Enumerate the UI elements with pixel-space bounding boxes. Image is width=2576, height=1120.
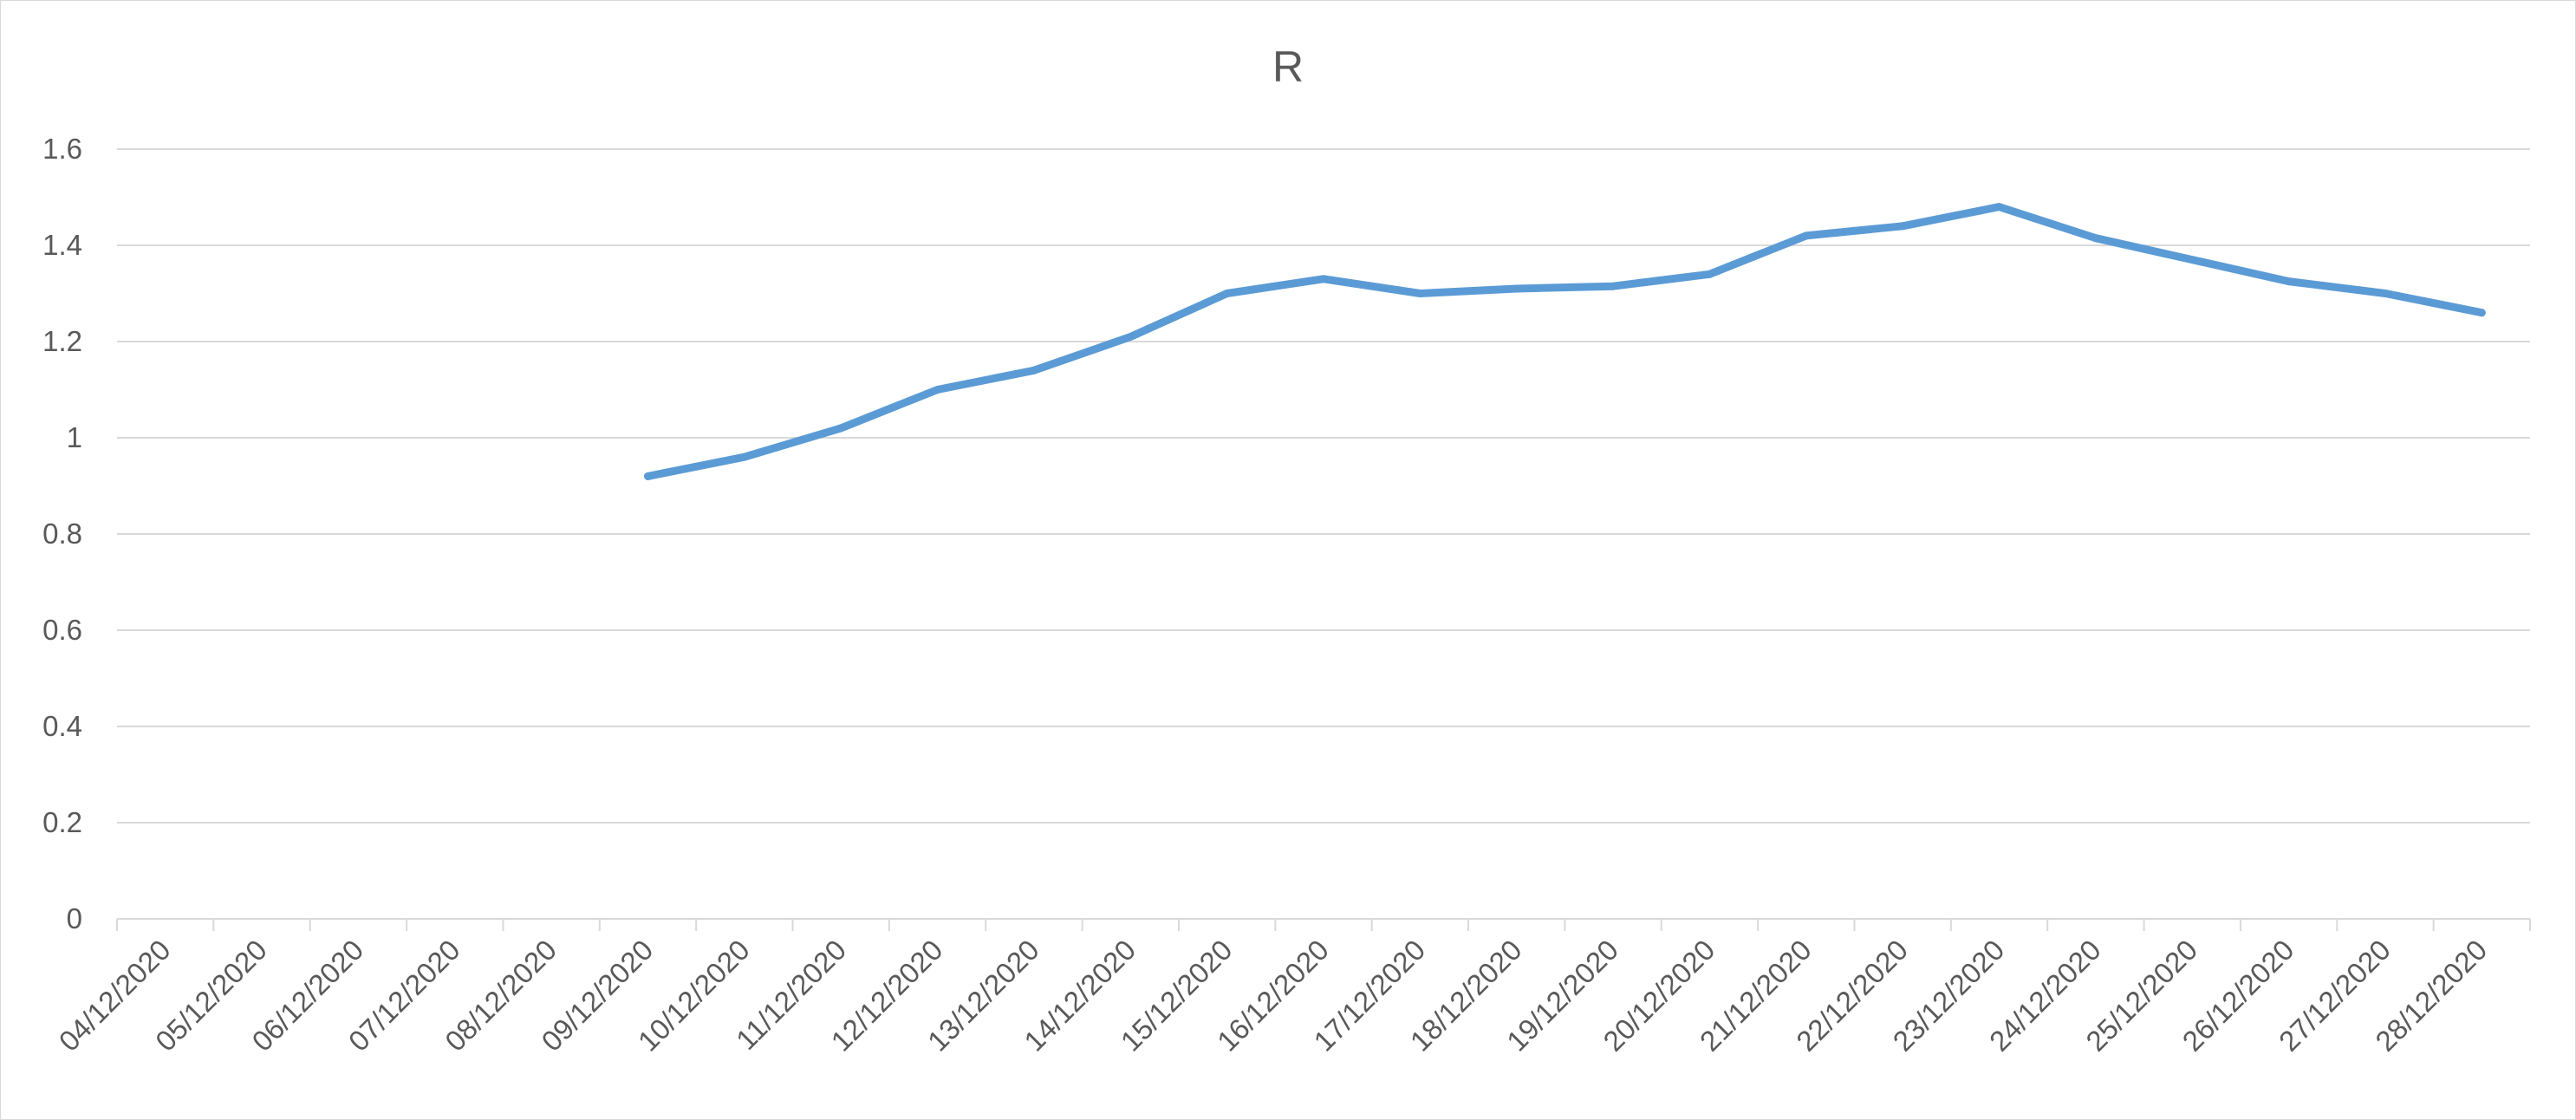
chart-title: R (1272, 42, 1304, 91)
data-point (2477, 309, 2486, 317)
data-point (2381, 290, 2390, 297)
data-point (1223, 290, 1232, 297)
data-point (1898, 222, 1907, 231)
data-point (1319, 275, 1328, 283)
y-tick-label: 0.8 (42, 518, 82, 550)
y-tick-label: 0.2 (42, 806, 82, 838)
data-point (933, 386, 942, 394)
series-line (644, 203, 2486, 480)
data-point (1512, 284, 1521, 293)
data-point (2188, 256, 2196, 264)
data-point (2091, 234, 2100, 243)
y-tick-label: 0 (67, 902, 82, 934)
data-point (836, 424, 845, 433)
data-point (1126, 333, 1135, 341)
y-tick-label: 1 (67, 421, 82, 453)
data-point (1609, 282, 1617, 290)
y-tick-label: 0.6 (42, 614, 82, 646)
data-point (1415, 290, 1424, 297)
data-point (1705, 270, 1714, 278)
data-point (644, 472, 652, 480)
data-point (1995, 203, 2003, 212)
data-point (2285, 277, 2293, 286)
y-tick-label: 1.6 (42, 133, 82, 165)
data-point (1030, 366, 1038, 374)
y-tick-label: 1.4 (42, 229, 82, 261)
data-point (1802, 231, 1811, 240)
y-tick-label: 1.2 (42, 325, 82, 357)
data-point (740, 453, 749, 461)
y-tick-label: 0.4 (42, 710, 82, 742)
